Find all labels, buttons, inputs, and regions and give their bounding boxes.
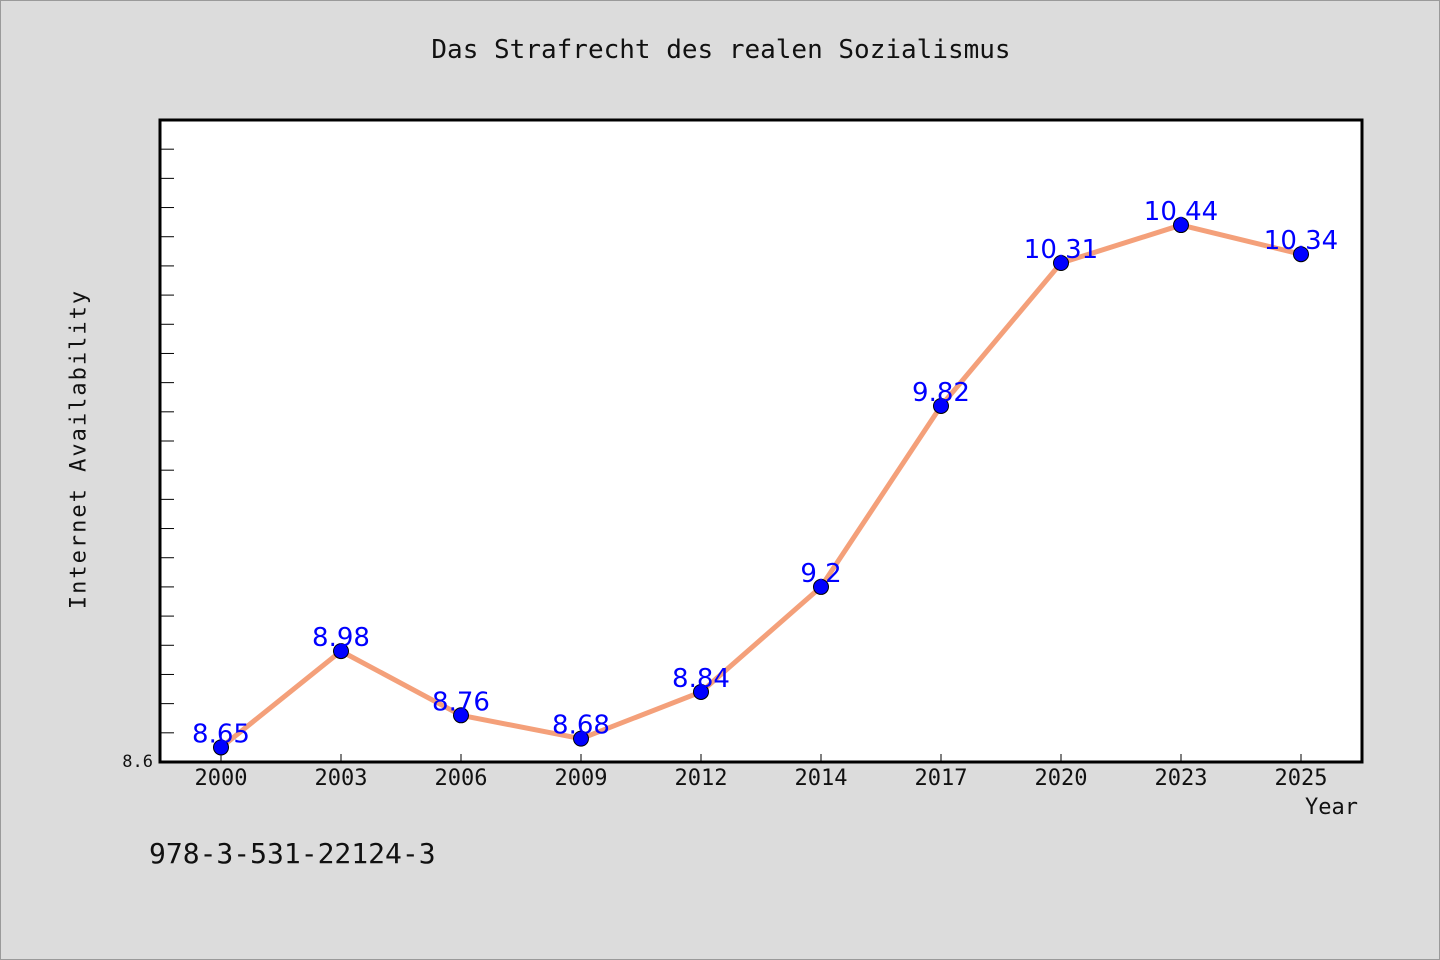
data-point [453, 707, 469, 724]
data-label: 9.82 [912, 378, 970, 408]
x-axis-ticks: 2000 2003 2006 2009 2012 2014 2017 2020 2023 2025 [195, 754, 1328, 791]
data-point [1053, 254, 1069, 271]
data-label: 10.44 [1144, 197, 1218, 227]
data-label: 8.98 [312, 623, 370, 653]
data-point [1173, 217, 1189, 234]
isbn-footer: 978-3-531-22124-3 [149, 837, 436, 870]
y-axis-title: Internet Availability [66, 288, 92, 610]
data-label: 9.2 [800, 559, 841, 589]
data-label: 8.65 [192, 719, 250, 749]
x-tick-label: 2009 [555, 766, 608, 791]
series-line [219, 222, 1302, 750]
plot-area [158, 118, 1364, 764]
x-tick-label: 2012 [675, 766, 728, 791]
x-tick-label: 2017 [915, 766, 968, 791]
x-tick-label: 2006 [435, 766, 488, 791]
x-tick-label: 2003 [315, 766, 368, 791]
data-point [213, 739, 229, 756]
data-point [933, 397, 949, 414]
x-tick-label: 2023 [1155, 766, 1208, 791]
x-tick-label: 2014 [795, 766, 848, 791]
data-label: 8.76 [432, 687, 490, 717]
data-label: 10.34 [1264, 226, 1338, 256]
data-point [813, 578, 829, 595]
data-point [333, 643, 349, 660]
x-tick-label: 2000 [195, 766, 248, 791]
y-axis-ticks [160, 148, 174, 734]
data-label: 8.84 [672, 664, 730, 694]
series-group: 8.65 8.98 8.76 8.68 8.84 9.2 9.82 10.31 10.44 10.… [192, 197, 1338, 756]
data-point [1293, 246, 1309, 263]
data-label: 10.31 [1024, 235, 1098, 265]
chart-title: Das Strafrecht des realen Sozialismus [431, 35, 1011, 65]
x-axis-title: Year [1305, 795, 1358, 820]
y-axis-min-label: 8.6 [122, 752, 153, 772]
data-label: 8.68 [552, 711, 610, 741]
data-point [573, 730, 589, 747]
x-tick-label: 2020 [1035, 766, 1088, 791]
x-tick-label: 2025 [1275, 766, 1328, 791]
data-point [693, 683, 709, 700]
